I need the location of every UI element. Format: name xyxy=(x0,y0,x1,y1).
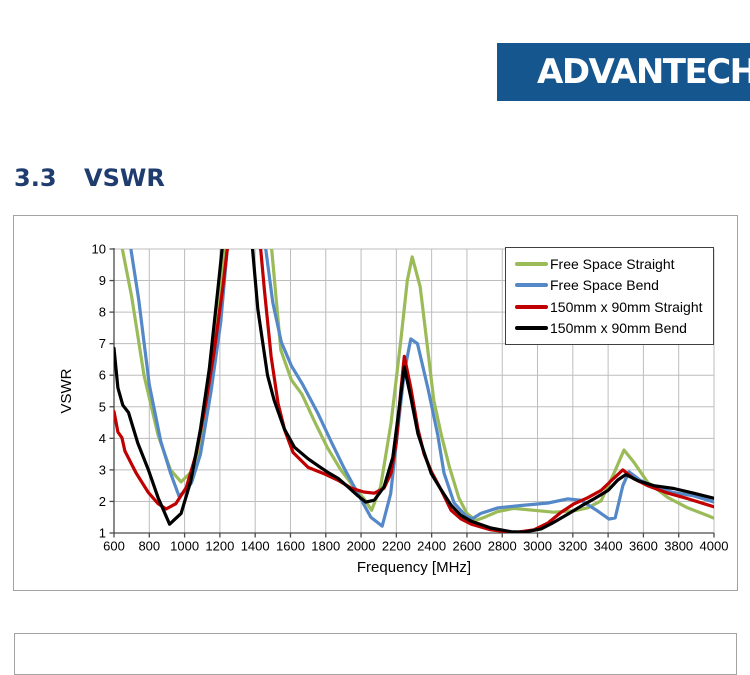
legend-item: Free Space Bend xyxy=(515,275,713,297)
svg-text:3: 3 xyxy=(99,462,106,477)
legend-line-swatch xyxy=(515,283,548,288)
legend-item: Free Space Straight xyxy=(515,253,713,275)
legend-label: Free Space Bend xyxy=(550,277,659,294)
page-title: VSWR xyxy=(84,164,165,192)
svg-text:10: 10 xyxy=(92,242,106,257)
svg-text:2600: 2600 xyxy=(452,539,481,554)
svg-text:3800: 3800 xyxy=(664,539,693,554)
svg-text:9: 9 xyxy=(99,273,106,288)
axes xyxy=(109,248,715,538)
svg-text:1600: 1600 xyxy=(276,539,305,554)
svg-text:2000: 2000 xyxy=(347,539,376,554)
svg-text:2400: 2400 xyxy=(417,539,446,554)
svg-text:5: 5 xyxy=(99,399,106,414)
svg-text:1800: 1800 xyxy=(311,539,340,554)
legend-line-swatch xyxy=(515,326,548,331)
svg-text:1200: 1200 xyxy=(205,539,234,554)
legend-item: 150mm x 90mm Bend xyxy=(515,318,713,340)
svg-text:800: 800 xyxy=(138,539,160,554)
svg-text:4: 4 xyxy=(99,431,106,446)
advantech-logo-wordmark: ADVANTECH xyxy=(537,52,750,92)
svg-text:7: 7 xyxy=(99,336,106,351)
section-heading: 3.3 VSWR xyxy=(14,164,165,192)
legend-label: 150mm x 90mm Straight xyxy=(550,298,703,315)
legend-line-swatch xyxy=(515,304,548,309)
legend-line-swatch xyxy=(515,261,548,266)
legend-item: 150mm x 90mm Straight xyxy=(515,296,713,318)
y-axis-title: VSWR xyxy=(58,368,75,413)
svg-text:1400: 1400 xyxy=(241,539,270,554)
vswr-chart-svg: Frequency [MHz] VSWR 600 800 1000 1200 1400 1… xyxy=(58,242,729,577)
svg-text:3200: 3200 xyxy=(558,539,587,554)
chart-legend: Free Space Straight Free Space Bend 150m… xyxy=(505,247,714,345)
section-number: 3.3 xyxy=(14,164,57,192)
svg-text:2: 2 xyxy=(99,494,106,509)
svg-text:4000: 4000 xyxy=(700,539,729,554)
series-free-space-bend xyxy=(129,249,714,528)
svg-text:6: 6 xyxy=(99,368,106,383)
svg-text:2800: 2800 xyxy=(488,539,517,554)
svg-text:3400: 3400 xyxy=(594,539,623,554)
svg-text:8: 8 xyxy=(99,305,106,320)
svg-text:1: 1 xyxy=(99,526,106,541)
next-figure-frame xyxy=(14,633,737,675)
series-150mm-x-90mm-bend xyxy=(114,249,714,533)
tick-labels: 600 800 1000 1200 1400 1600 1800 2000 2200 2400 26… xyxy=(92,242,729,554)
legend-label: Free Space Straight xyxy=(550,255,675,272)
advantech-logo: ADVANTECH xyxy=(497,43,750,101)
svg-text:2200: 2200 xyxy=(382,539,411,554)
series-group xyxy=(114,249,714,533)
svg-text:600: 600 xyxy=(103,539,125,554)
legend-label: 150mm x 90mm Bend xyxy=(550,320,687,337)
series-150mm-x-90mm-straight xyxy=(114,249,714,533)
svg-text:3000: 3000 xyxy=(523,539,552,554)
x-axis-title: Frequency [MHz] xyxy=(357,559,471,576)
svg-text:1000: 1000 xyxy=(170,539,199,554)
vswr-chart-figure: Frequency [MHz] VSWR 600 800 1000 1200 1400 1… xyxy=(13,215,738,591)
svg-text:3600: 3600 xyxy=(629,539,658,554)
